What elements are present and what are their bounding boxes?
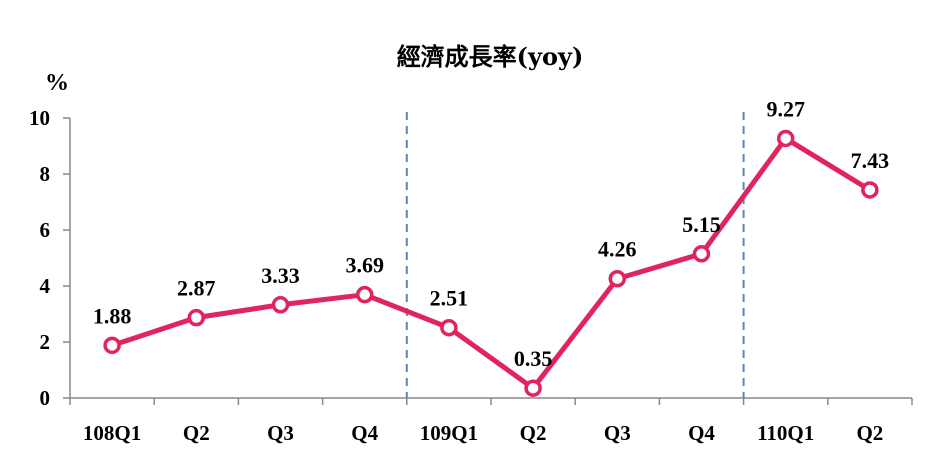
year-separators <box>405 112 745 398</box>
data-label: 0.35 <box>514 346 553 371</box>
x-tick-label: 109Q1 <box>420 421 478 445</box>
y-tick-label: 2 <box>40 330 51 354</box>
data-label: 3.69 <box>345 253 384 278</box>
data-point <box>103 336 121 355</box>
x-ticks: 108Q1 Q2 Q3 Q4 109Q1 Q2 Q3 Q4 110Q1 Q2 <box>69 398 913 445</box>
data-point <box>187 308 206 327</box>
data-point <box>524 379 542 397</box>
x-tick-label: Q2 <box>183 421 210 445</box>
y-ticks: 0 2 4 6 8 10 <box>29 106 70 410</box>
x-tick-label: Q3 <box>267 421 294 445</box>
data-point <box>355 285 374 304</box>
data-point <box>271 296 290 314</box>
data-label: 2.51 <box>430 286 469 311</box>
data-points <box>103 129 879 397</box>
y-tick-label: 10 <box>29 106 50 130</box>
y-tick-label: 0 <box>40 386 51 410</box>
x-tick-label: 110Q1 <box>757 421 814 445</box>
chart-title: 經濟成長率(yoy) <box>397 42 584 71</box>
x-tick-label: Q4 <box>688 421 715 445</box>
data-point <box>692 245 711 263</box>
data-label: 5.15 <box>682 212 721 237</box>
x-tick-label: Q4 <box>351 421 378 445</box>
x-tick-label: Q2 <box>520 421 547 445</box>
data-point <box>861 181 879 199</box>
data-labels: 1.88 2.87 3.33 3.69 2.51 0.35 4.26 5.15 9.27 7.43 <box>93 96 889 371</box>
data-point <box>440 318 458 337</box>
y-tick-label: 4 <box>40 274 51 298</box>
x-tick-label: Q3 <box>604 421 631 445</box>
data-label: 2.87 <box>177 276 216 301</box>
data-point <box>608 269 627 288</box>
series-line <box>109 135 873 391</box>
data-label: 9.27 <box>766 96 805 121</box>
data-label: 1.88 <box>93 303 132 328</box>
x-tick-label: Q2 <box>856 421 883 445</box>
data-label: 3.33 <box>261 263 300 288</box>
data-point <box>776 129 795 148</box>
y-tick-label: 8 <box>40 162 51 186</box>
x-tick-label: 108Q1 <box>83 421 141 445</box>
data-label: 7.43 <box>851 148 890 173</box>
data-label: 4.26 <box>598 237 637 262</box>
y-tick-label: 6 <box>40 218 51 242</box>
y-axis-unit: % <box>45 70 69 96</box>
